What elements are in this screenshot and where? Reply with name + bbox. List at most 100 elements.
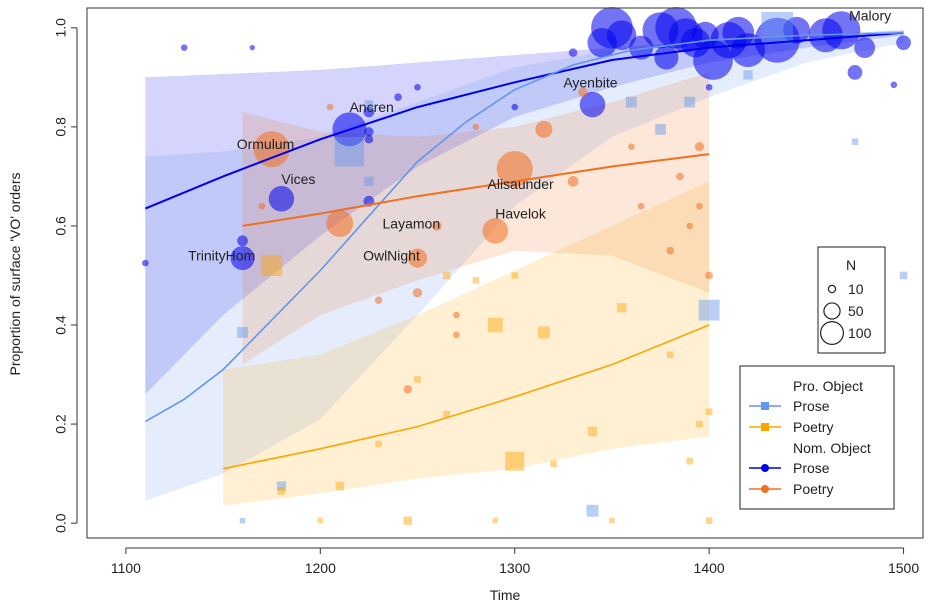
point-nom_prose	[142, 259, 149, 267]
x-tick-label: 1500	[888, 560, 919, 576]
work-label: Ormulum	[237, 136, 295, 152]
point-nom_prose	[890, 81, 898, 89]
point-pro_poetry	[666, 351, 674, 359]
point-pro_poetry	[487, 317, 503, 333]
point-pro_poetry	[414, 376, 421, 383]
point-nom_poetry	[432, 221, 442, 231]
point-pro_poetry	[609, 517, 615, 524]
point-nom_prose	[394, 93, 402, 101]
point-pro_poetry	[492, 517, 498, 524]
point-nom_poetry	[374, 296, 383, 305]
x-tick-label: 1400	[694, 560, 725, 576]
point-nom_prose	[230, 246, 255, 271]
point-nom_prose	[363, 106, 375, 118]
point-nom_poetry	[496, 150, 533, 188]
band-pro_prose	[145, 30, 904, 501]
work-label: Alisaunder	[488, 176, 554, 192]
point-nom_prose	[180, 44, 188, 51]
point-pro_poetry	[505, 451, 525, 471]
point-pro_prose	[364, 176, 374, 187]
work-label: TrinityHom	[188, 248, 255, 264]
point-pro_poetry	[705, 408, 713, 415]
band-pro_poetry	[223, 181, 710, 506]
series-legend: Pro. Object Prose Poetry Nom. Object Prose Po…	[739, 365, 895, 510]
work-label: Ancren	[349, 99, 393, 115]
point-pro_prose	[364, 100, 374, 109]
work-label: Malory	[849, 7, 891, 23]
point-nom_poetry	[408, 248, 428, 268]
point-pro_poetry	[375, 440, 382, 448]
point-pro_poetry	[537, 326, 550, 339]
point-nom_poetry	[453, 331, 460, 339]
point-nom_prose	[822, 11, 861, 50]
point-pro_poetry	[511, 272, 519, 279]
y-tick-label: 0.8	[53, 117, 69, 137]
point-nom_prose	[606, 20, 637, 50]
point-pro_poetry	[550, 460, 557, 467]
band-nom_poetry	[242, 72, 710, 365]
point-nom_prose	[268, 185, 295, 212]
point-nom_prose	[896, 35, 911, 51]
size-legend-label: 10	[848, 281, 864, 297]
point-pro_poetry	[472, 277, 480, 284]
fit-pro_prose	[144, 32, 904, 423]
point-pro_poetry	[616, 303, 627, 313]
point-nom_prose	[568, 48, 578, 57]
point-nom_prose	[414, 83, 421, 91]
point-nom_poetry	[453, 311, 460, 319]
size-legend: N 10 50 100	[817, 246, 886, 354]
point-nom_prose	[511, 103, 519, 111]
legend-label: Prose	[793, 460, 830, 476]
size-legend-label: 100	[848, 325, 872, 341]
legend-marker	[761, 464, 769, 472]
point-nom_poetry	[258, 202, 266, 210]
work-label: Vices	[281, 171, 315, 187]
legend-marker	[761, 402, 769, 410]
point-pro_prose	[655, 123, 666, 135]
legend-heading: Pro. Object	[793, 378, 863, 394]
point-pro_poetry	[686, 457, 693, 465]
y-tick-label: 0.0	[53, 513, 69, 533]
y-tick-label: 1.0	[53, 18, 69, 38]
size-legend-marker	[823, 302, 841, 320]
point-nom_poetry	[567, 175, 579, 187]
work-label: OwlNight	[363, 248, 420, 264]
legend-marker	[761, 485, 769, 493]
point-nom_poetry	[628, 143, 635, 150]
point-pro_poetry	[403, 516, 413, 525]
plot-frame	[86, 7, 924, 539]
y-tick-label: 0.2	[53, 414, 69, 434]
point-nom_prose	[847, 65, 863, 80]
legend-heading: Nom. Object	[793, 440, 871, 456]
x-tick-label: 1300	[499, 560, 530, 576]
point-nom_poetry	[326, 210, 354, 237]
point-pro_poetry	[335, 481, 344, 491]
point-nom_poetry	[676, 172, 684, 181]
point-nom_poetry	[326, 103, 334, 111]
work-label: Layamon	[383, 215, 441, 231]
point-pro_poetry	[261, 255, 283, 276]
point-nom_prose	[237, 235, 248, 247]
legend-label: Prose	[793, 398, 830, 414]
point-nom_poetry	[637, 202, 645, 210]
point-nom_poetry	[686, 222, 693, 230]
point-nom_poetry	[578, 87, 588, 97]
size-legend-title: N	[846, 257, 856, 273]
point-pro_prose	[684, 96, 696, 108]
point-nom_prose	[364, 135, 374, 144]
point-nom_prose	[364, 127, 374, 137]
point-pro_poetry	[442, 271, 451, 280]
point-pro_prose	[334, 136, 365, 167]
size-legend-marker	[819, 321, 844, 346]
point-nom_poetry	[412, 288, 423, 298]
x-tick-label: 1200	[305, 560, 336, 576]
work-label: Ayenbite	[563, 74, 617, 90]
point-pro_prose	[276, 481, 287, 491]
point-pro_poetry	[277, 487, 286, 495]
point-pro_poetry	[443, 410, 450, 418]
point-pro_prose	[851, 138, 859, 146]
point-nom_poetry	[403, 385, 413, 394]
point-nom_poetry	[253, 131, 290, 168]
axes: 1100 1200 1300 1400 1500 0.0 0.2 0.4 0.6 0.8 1.0	[53, 18, 920, 576]
